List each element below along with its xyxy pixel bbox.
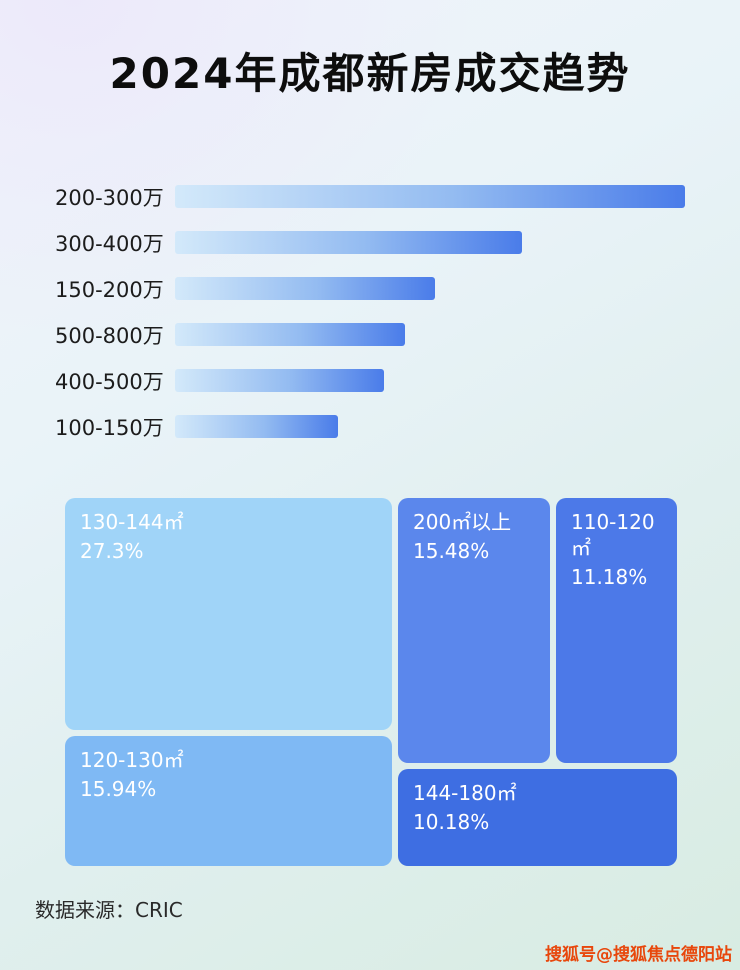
treemap-tile: 200㎡以上 15.48% [398, 498, 550, 763]
bar-row: 300-400万 [55, 231, 685, 256]
bar-row: 400-500万 [55, 369, 685, 394]
bar-label: 100-150万 [55, 415, 164, 440]
treemap-tile: 130-144㎡ 27.3% [65, 498, 392, 730]
bar-label: 500-800万 [55, 323, 164, 348]
bar-track [175, 369, 685, 392]
treemap-tile-label: 130-144㎡ [80, 510, 184, 534]
bar-fill [175, 323, 405, 346]
bar-fill [175, 277, 436, 300]
bar-fill [175, 415, 339, 438]
bar-label: 150-200万 [55, 277, 164, 302]
bar-row: 200-300万 [55, 185, 685, 210]
bar-track [175, 323, 685, 346]
bar-label: 200-300万 [55, 185, 164, 210]
page-title: 2024年成都新房成交趋势 [109, 49, 631, 98]
bar-row: 100-150万 [55, 415, 685, 440]
treemap-tile-value: 10.18% [413, 810, 490, 834]
bar-fill [175, 231, 522, 254]
watermark-text: 搜狐号@搜狐焦点德阳站 [545, 945, 732, 965]
bar-track [175, 277, 685, 300]
bar-fill [175, 369, 385, 392]
treemap-tile: 120-130㎡ 15.94% [65, 736, 392, 866]
treemap-tile-label: 110-120㎡ [571, 510, 655, 560]
bar-label: 400-500万 [55, 369, 164, 394]
treemap-tile-value: 15.48% [413, 539, 490, 563]
treemap-tile: 144-180㎡ 10.18% [398, 769, 677, 866]
area-share-treemap: 130-144㎡ 27.3% 200㎡以上 15.48% 110-120㎡ 11… [65, 498, 677, 866]
bar-track [175, 231, 685, 254]
bar-fill [175, 185, 685, 208]
bar-track [175, 415, 685, 438]
data-source-label: 数据来源：CRIC [35, 898, 183, 922]
treemap-tile: 110-120㎡ 11.18% [556, 498, 677, 763]
treemap-tile-value: 11.18% [571, 565, 648, 589]
bar-track [175, 185, 685, 208]
treemap-tile-value: 15.94% [80, 777, 157, 801]
treemap-tile-label: 144-180㎡ [413, 781, 517, 805]
treemap-tile-label: 200㎡以上 [413, 510, 512, 534]
treemap-tile-value: 27.3% [80, 539, 144, 563]
bar-row: 500-800万 [55, 323, 685, 348]
treemap-tile-label: 120-130㎡ [80, 748, 184, 772]
bar-row: 150-200万 [55, 277, 685, 302]
price-band-bar-chart: 200-300万 300-400万 150-200万 500-800万 400-… [55, 185, 685, 440]
bar-label: 300-400万 [55, 231, 164, 256]
